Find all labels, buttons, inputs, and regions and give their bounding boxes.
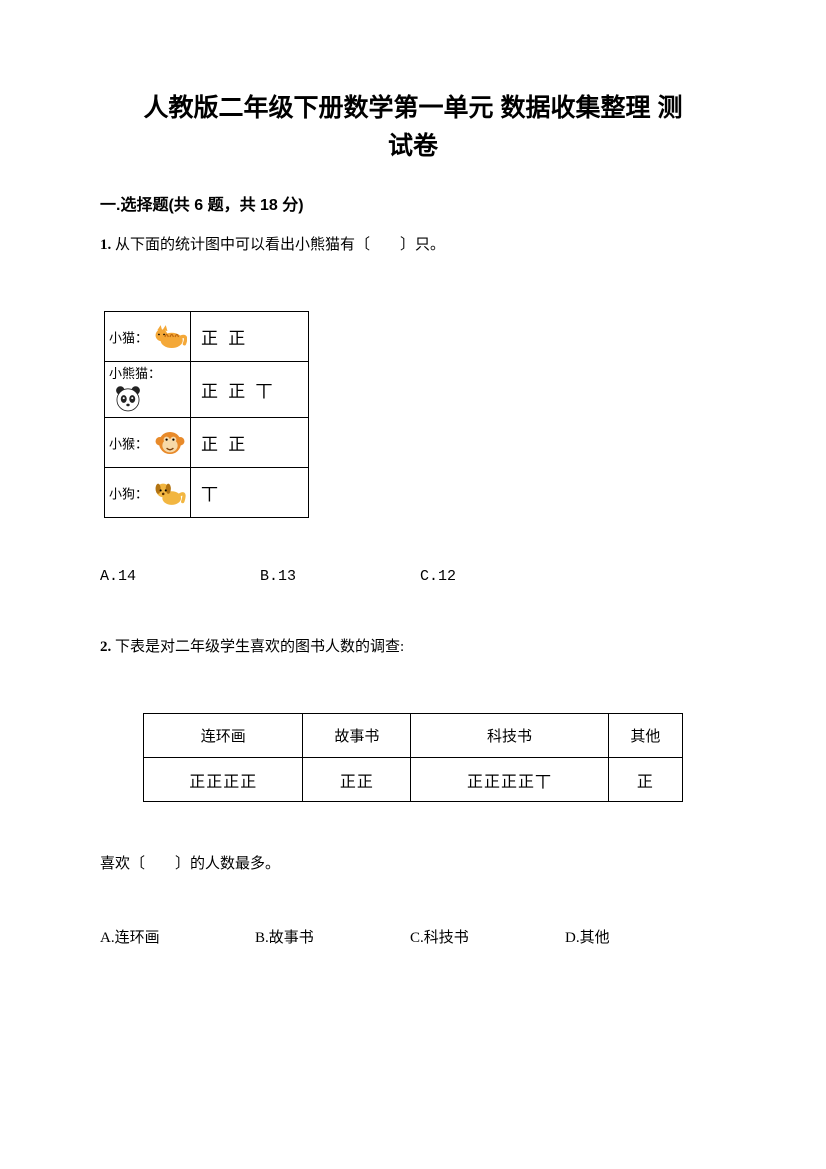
table-row: 小熊猫： 正 正 丅 [105, 362, 309, 418]
q2-options: A.连环画 B.故事书 C.科技书 D.其他 [100, 926, 726, 947]
tally-panda: 正 正 丅 [191, 362, 309, 418]
title-line-2: 试卷 [388, 132, 438, 160]
section-1-heading: 一.选择题(共 6 题，共 18 分) [100, 191, 726, 215]
q2-option-a: A.连环画 [100, 926, 255, 947]
tally-monkey: 正 正 [191, 418, 309, 468]
table-row: 正正正正 正正 正正正正丅 正 [144, 758, 683, 802]
q1-option-b: B.13 [260, 568, 420, 585]
q1-line: 1. 从下面的统计图中可以看出小熊猫有〔 〕只。 [100, 233, 726, 257]
title-line-1: 人教版二年级下册数学第一单元 数据收集整理 测 [144, 94, 683, 122]
panda-icon [111, 382, 145, 416]
header-other: 其他 [608, 714, 682, 758]
table-row: 连环画 故事书 科技书 其他 [144, 714, 683, 758]
row-label-monkey: 小猴： [109, 436, 148, 451]
table-row: 小狗： 丅 [105, 468, 309, 518]
q2-line: 2. 下表是对二年级学生喜欢的图书人数的调查: [100, 635, 726, 659]
q2-option-b: B.故事书 [255, 926, 410, 947]
q1-tally-table: 小猫： 正 正 [104, 311, 309, 518]
header-science: 科技书 [411, 714, 609, 758]
q2-books-table: 连环画 故事书 科技书 其他 正正正正 正正 正正正正丅 正 [143, 713, 683, 802]
header-story: 故事书 [303, 714, 411, 758]
q2-followup: 喜欢〔 〕的人数最多。 [100, 852, 726, 876]
q1-option-a: A.14 [100, 568, 260, 585]
tally-story: 正正 [303, 758, 411, 802]
q1-text: 从下面的统计图中可以看出小熊猫有〔 〕只。 [115, 237, 445, 253]
table-row: 小猫： 正 正 [105, 312, 309, 362]
tally-dog: 丅 [191, 468, 309, 518]
q1-number: 1. [100, 237, 111, 253]
row-label-cat: 小猫： [109, 330, 148, 345]
monkey-icon [153, 426, 187, 460]
q2-number: 2. [100, 639, 111, 655]
q1-option-c: C.12 [420, 568, 580, 585]
tally-comic: 正正正正 [144, 758, 303, 802]
q2-text: 下表是对二年级学生喜欢的图书人数的调查: [115, 639, 404, 655]
tally-science: 正正正正丅 [411, 758, 609, 802]
table-row: 小猴： 正 正 [105, 418, 309, 468]
dog-icon [153, 476, 187, 510]
tally-cat: 正 正 [191, 312, 309, 362]
worksheet-page: 人教版二年级下册数学第一单元 数据收集整理 测 试卷 一.选择题(共 6 题，共… [0, 0, 826, 1169]
row-label-dog: 小狗： [109, 486, 148, 501]
row-label-panda: 小熊猫： [109, 366, 161, 381]
cat-icon [153, 320, 187, 354]
tally-other: 正 [608, 758, 682, 802]
q2-option-d: D.其他 [565, 926, 720, 947]
header-comic: 连环画 [144, 714, 303, 758]
page-title: 人教版二年级下册数学第一单元 数据收集整理 测 试卷 [100, 90, 726, 165]
q2-option-c: C.科技书 [410, 926, 565, 947]
q1-options: A.14 B.13 C.12 [100, 568, 726, 585]
